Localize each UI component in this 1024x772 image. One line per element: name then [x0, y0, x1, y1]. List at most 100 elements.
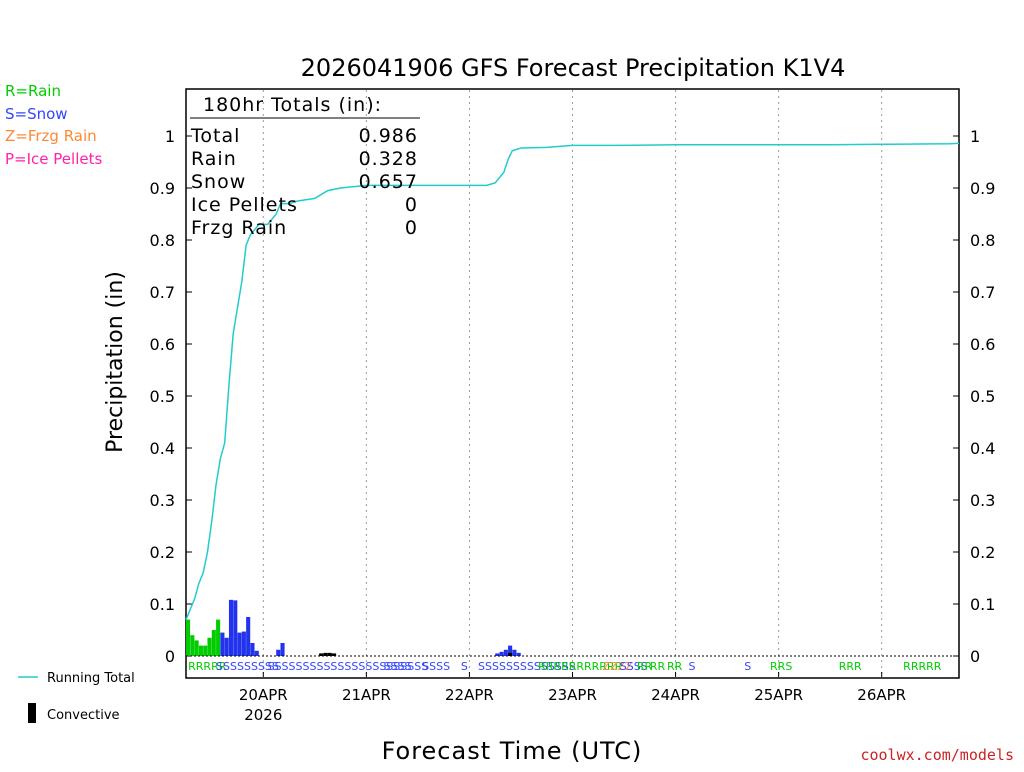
- totals-row-label: Ice Pellets: [191, 194, 298, 216]
- ptype-marker: SSSS: [422, 660, 450, 673]
- bar-rain: [211, 630, 216, 656]
- bar-snow: [276, 649, 281, 656]
- ptype-marker: RR: [637, 660, 653, 673]
- bar-snow: [233, 600, 238, 656]
- y-tick-label-left: 0.6: [150, 335, 175, 354]
- bar-snow: [495, 653, 500, 656]
- x-tick-label: 24APR: [651, 686, 700, 704]
- chart-title: 2026041906 GFS Forecast Precipitation K1…: [301, 54, 846, 82]
- ptype-marker: SSSS: [384, 660, 412, 673]
- bar-snow: [250, 643, 255, 656]
- ptype-marker: RR: [650, 660, 666, 673]
- y-tick-label-right: 0.3: [970, 491, 995, 510]
- totals-row-value: 0.986: [359, 125, 418, 147]
- ptype-marker: S: [744, 660, 751, 673]
- y-tick-label-right: 0.6: [970, 335, 995, 354]
- ptype-legend: R=Rain S=Snow Z=Frzg Rain P=Ice Pellets: [5, 82, 102, 168]
- bar-rain: [190, 635, 195, 656]
- totals-row-value: 0.657: [359, 171, 418, 193]
- vertical-gridlines: [262, 90, 883, 677]
- bar-convective: [319, 653, 324, 656]
- legend-snow: S=Snow: [5, 105, 68, 123]
- bar-rain: [186, 619, 191, 656]
- bar-snow: [224, 637, 229, 656]
- legend-ice-pellets: P=Ice Pellets: [5, 150, 102, 168]
- ptype-marker: RRRRRRRRRRR: [538, 660, 622, 673]
- convective-legend-label: Convective: [47, 708, 120, 723]
- plot-frame: [185, 88, 960, 679]
- ptype-marker: SSSSSSSSSSSSSSSSSSSSSSS: [268, 660, 429, 673]
- bar-snow: [228, 599, 234, 656]
- bar-rain: [194, 640, 199, 656]
- bar-snow: [280, 643, 285, 656]
- ptype-marker: SSSS: [620, 660, 648, 673]
- bottom-legend: Running Total Convective: [18, 671, 135, 723]
- x-tick-label: 25APR: [754, 686, 803, 704]
- x-tick-label: 26APR: [857, 686, 906, 704]
- bar-snow: [499, 651, 504, 656]
- totals-row-label: Snow: [191, 171, 246, 193]
- ptype-marker: SSSSSSSSS: [216, 660, 279, 673]
- totals-row-label: Frzg Rain: [191, 217, 287, 239]
- y-tick-label-right: 0.2: [970, 543, 995, 562]
- totals-row-value: 0: [405, 194, 418, 216]
- y-tick-label-left: 1: [165, 127, 175, 146]
- y-tick-label-right: 0.4: [970, 439, 995, 458]
- totals-rows: Total 0.986 Rain 0.328 Snow 0.657 Ice Pellets 0…: [190, 125, 418, 239]
- bar-snow: [254, 650, 259, 656]
- y-tick-label-left: 0.4: [150, 439, 175, 458]
- bar-snow: [241, 631, 246, 656]
- legend-rain: R=Rain: [5, 82, 61, 100]
- totals-header: 180hr Totals (in):: [203, 94, 382, 116]
- ptype-marker: RRRRR: [188, 660, 227, 673]
- running-total-legend-label: Running Total: [47, 671, 135, 686]
- ptype-marker: S: [688, 660, 695, 673]
- bar-convective: [327, 652, 332, 656]
- axis-ticks: 20APR 2026 21APR 22APR 23APR 24APR 25APR 26APR 0…: [150, 127, 996, 724]
- bar-rain: [198, 645, 203, 656]
- legend-frzg-rain: Z=Frzg Rain: [5, 127, 97, 145]
- bar-snow: [220, 632, 225, 656]
- bar-snow: [503, 649, 508, 656]
- bar-snow: [237, 632, 242, 656]
- bar-snow: [516, 652, 521, 656]
- totals-row-label: Total: [190, 125, 240, 147]
- y-axis-label: Precipitation (in): [103, 271, 128, 453]
- x-tick-year: 2026: [244, 706, 282, 724]
- x-axis-label: Forecast Time (UTC): [382, 737, 643, 765]
- bar-rain: [203, 645, 208, 656]
- y-tick-label-left: 0.2: [150, 543, 175, 562]
- bar-convective: [332, 653, 337, 656]
- ptype-marker: RRR: [839, 660, 862, 673]
- bar-snow: [508, 645, 513, 656]
- totals-row-label: Rain: [191, 148, 237, 170]
- x-tick-label: 21APR: [342, 686, 391, 704]
- ptype-marker: ZZZZ: [603, 660, 634, 673]
- y-tick-label-right: 0.9: [970, 179, 995, 198]
- bar-convective: [323, 652, 328, 656]
- totals-box: 180hr Totals (in): Total 0.986 Rain 0.328 Sn…: [190, 94, 420, 239]
- bar-snow: [512, 649, 517, 656]
- x-tick-label: 22APR: [445, 686, 494, 704]
- bar-rain: [216, 619, 221, 656]
- y-tick-label-left: 0: [165, 647, 175, 666]
- ptype-marker: RRS: [770, 660, 792, 673]
- running-total-line: [185, 142, 960, 620]
- convective-legend-swatch: [28, 703, 36, 723]
- y-tick-label-left: 0.7: [150, 283, 175, 302]
- ptype-marker: RR: [667, 660, 683, 673]
- x-tick-label: 20APR: [239, 686, 288, 704]
- y-tick-label-right: 0.8: [970, 231, 995, 250]
- bar-rain: [207, 637, 212, 656]
- y-tick-label-left: 0.9: [150, 179, 175, 198]
- y-tick-label-left: 0.3: [150, 491, 175, 510]
- ptype-markers: RRRRRSSSSSSSSSSSSSSSSSSSSSSSSSSSSSSSSSSS…: [188, 660, 942, 673]
- y-tick-label-right: 0.5: [970, 387, 995, 406]
- y-tick-label-right: 1: [970, 127, 980, 146]
- bar-snow: [246, 617, 251, 656]
- credit-link[interactable]: coolwx.com/models: [860, 746, 1014, 764]
- totals-row-value: 0: [405, 217, 418, 239]
- x-tick-label: 23APR: [548, 686, 597, 704]
- y-tick-label-left: 0.1: [150, 595, 175, 614]
